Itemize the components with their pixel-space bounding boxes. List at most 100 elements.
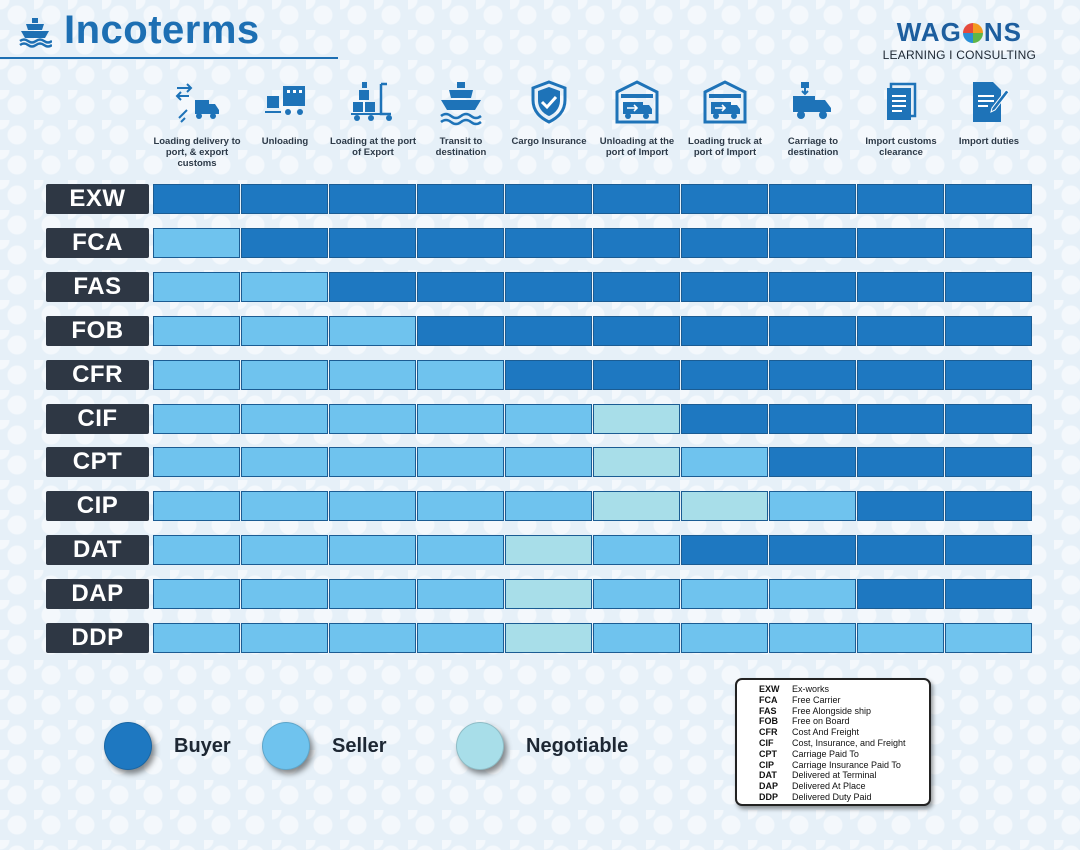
key-row: DAT Delivered at Terminal [759,770,929,781]
responsibility-cell-seller [241,579,328,609]
key-meaning: Ex-works [792,684,830,694]
term-row-cip: CIP [46,491,1034,521]
column-header: Import customs clearance [857,78,945,169]
responsibility-cell-negotiable [681,491,768,521]
key-row: CIF Cost, Insurance, and Freight [759,738,929,749]
responsibility-cell-seller [417,535,504,565]
responsibility-cell-buyer [857,491,944,521]
responsibility-cell-buyer [769,404,856,434]
responsibility-cell-seller [153,272,240,302]
responsibility-cell-buyer [681,360,768,390]
warehouse-truck-icon [615,80,659,124]
key-abbreviation: CIP [759,759,775,770]
column-header-label: Carriage to destination [787,136,839,158]
truck-loading-icon [175,83,219,123]
responsibility-cell-buyer [417,228,504,258]
key-meaning: Delivered at Terminal [792,770,877,781]
responsibility-cell-buyer [857,535,944,565]
responsibility-cell-seller [241,623,328,653]
column-headers: Loading delivery to port, & export custo… [153,78,1033,169]
legend-swatch [262,722,310,770]
key-abbreviation: CIF [759,737,774,748]
responsibility-cell-seller [329,447,416,477]
term-label: EXW [46,184,149,214]
key-abbreviation: DAT [759,770,777,781]
responsibility-cell-buyer [681,316,768,346]
key-row: EXW Ex-works [759,684,929,695]
documents-icon [887,82,917,120]
responsibility-cell-buyer [593,316,680,346]
responsibility-cell-buyer [329,184,416,214]
responsibility-cell-seller [417,579,504,609]
responsibility-cell-seller [241,316,328,346]
responsibility-cell-buyer [945,404,1032,434]
responsibility-cell-seller [241,404,328,434]
responsibility-cell-buyer [681,535,768,565]
term-row-cfr: CFR [46,360,1034,390]
responsibility-cell-negotiable [593,447,680,477]
responsibility-cell-buyer [769,272,856,302]
legend-item-seller: Seller [262,722,386,770]
responsibility-cell-negotiable [505,579,592,609]
company-logo: WAG NS LEARNING I CONSULTING [883,18,1036,62]
responsibility-cell-seller [241,360,328,390]
responsibility-cell-buyer [857,360,944,390]
key-row: CIP Carriage Insurance Paid To [759,760,929,771]
responsibility-cell-buyer [417,316,504,346]
responsibility-cell-seller [769,491,856,521]
page-title: Incoterms [64,8,260,52]
key-meaning: Cost, Insurance, and Freight [792,737,906,748]
key-abbreviation: EXW [759,684,780,694]
key-abbreviation: DDP [759,791,779,802]
column-header: Unloading at the port of Import [593,78,681,169]
column-header: Loading truck at port of Import [681,78,769,169]
key-abbreviation: FAS [759,705,777,716]
responsibility-cell-seller [417,491,504,521]
responsibility-cell-buyer [417,272,504,302]
responsibility-cell-buyer [241,184,328,214]
responsibility-cell-seller [241,447,328,477]
responsibility-cell-buyer [505,360,592,390]
term-label: CPT [46,447,149,477]
key-row: CPT Carriage Paid To [759,749,929,760]
responsibility-cell-buyer [945,184,1032,214]
responsibility-cell-buyer [769,184,856,214]
responsibility-cell-seller [593,623,680,653]
logo-wordmark: WAG NS [896,17,1022,47]
responsibility-cell-buyer [153,184,240,214]
column-header: Unloading [241,78,329,169]
shield-check-icon [531,80,567,124]
responsibility-cell-seller [417,404,504,434]
term-row-dap: DAP [46,579,1034,609]
responsibility-cell-buyer [681,228,768,258]
key-meaning: Free Carrier [792,694,841,705]
key-abbreviation: CFR [759,727,778,738]
responsibility-cell-buyer [593,228,680,258]
responsibility-cell-buyer [329,228,416,258]
forklift-icon [351,82,392,121]
term-label: DDP [46,623,149,653]
responsibility-cell-buyer [681,404,768,434]
delivery-truck-icon [793,82,831,119]
responsibility-cell-buyer [241,228,328,258]
responsibility-cell-seller [857,623,944,653]
responsibility-cell-buyer [769,316,856,346]
legend-item-negotiable: Negotiable [456,722,628,770]
responsibility-cell-seller [153,579,240,609]
unloading-icon [265,86,305,115]
column-header-label: Loading delivery to port, & export custo… [153,136,241,169]
term-row-cpt: CPT [46,447,1034,477]
responsibility-cell-buyer [945,447,1032,477]
key-row: FCA Free Carrier [759,695,929,706]
term-label: FCA [46,228,149,258]
responsibility-cell-buyer [945,228,1032,258]
responsibility-cell-buyer [945,316,1032,346]
responsibility-cell-buyer [945,360,1032,390]
responsibility-cell-seller [153,447,240,477]
key-abbreviation: FOB [759,716,778,727]
column-header-label: Loading truck at port of Import [688,136,762,158]
responsibility-cell-buyer [329,272,416,302]
responsibility-cell-buyer [417,184,504,214]
key-row: FAS Free Alongside ship [759,706,929,717]
column-header: Loading delivery to port, & export custo… [153,78,241,169]
